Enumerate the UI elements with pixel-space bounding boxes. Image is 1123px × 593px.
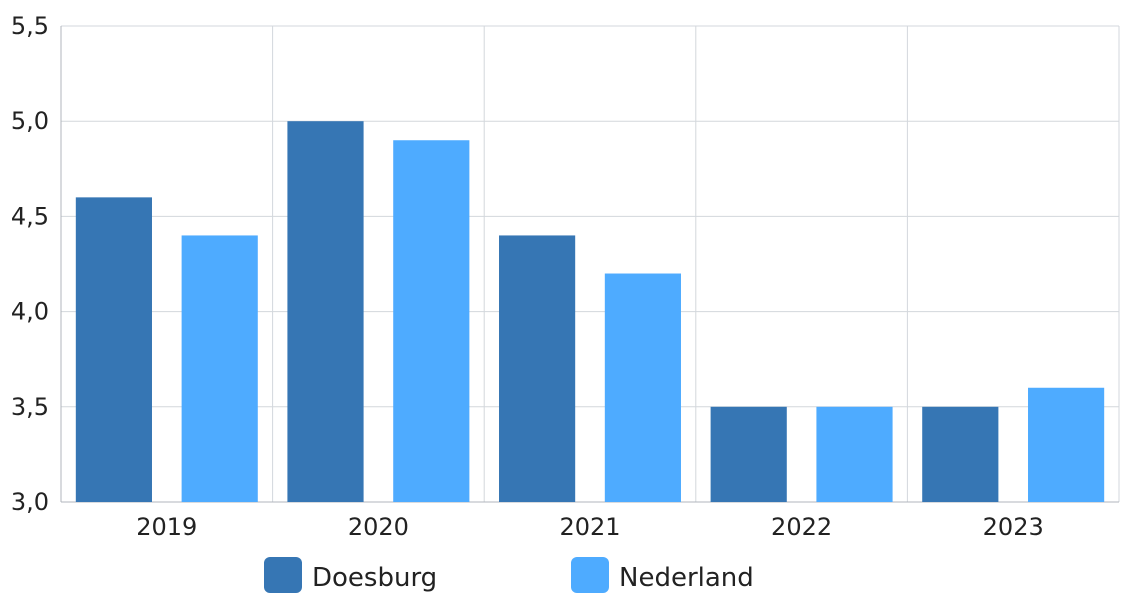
legend-swatch-doesburg — [264, 557, 302, 593]
x-tick-label: 2022 — [771, 513, 832, 541]
x-tick-label: 2020 — [348, 513, 409, 541]
bar-doesburg-2023 — [922, 406, 999, 502]
x-tick-label: 2019 — [136, 513, 197, 541]
bar-doesburg-2022 — [710, 406, 787, 502]
bar-nederland-2022 — [816, 406, 893, 502]
y-tick-label: 5,0 — [11, 107, 49, 135]
legend-label-doesburg: Doesburg — [312, 563, 437, 593]
bar-doesburg-2020 — [287, 121, 364, 502]
bars — [75, 121, 1105, 503]
bar-nederland-2021 — [604, 273, 681, 502]
bar-nederland-2023 — [1028, 387, 1105, 502]
legend-label-nederland: Nederland — [619, 563, 754, 593]
legend-swatch-nederland — [571, 557, 609, 593]
legend: Doesburg Nederland — [264, 557, 754, 593]
y-tick-label: 3,5 — [11, 393, 49, 421]
y-tick-label: 4,5 — [11, 202, 49, 230]
x-tick-label: 2021 — [559, 513, 620, 541]
bar-doesburg-2021 — [499, 235, 576, 502]
x-axis-ticks: 2019 2020 2021 2022 2023 — [136, 513, 1043, 541]
y-axis-ticks: 3,0 3,5 4,0 4,5 5,0 5,5 — [11, 12, 49, 516]
y-tick-label: 5,5 — [11, 12, 49, 40]
x-tick-label: 2023 — [983, 513, 1044, 541]
y-tick-label: 3,0 — [11, 488, 49, 516]
bar-nederland-2019 — [181, 235, 258, 502]
bar-doesburg-2019 — [75, 197, 152, 503]
bar-nederland-2020 — [393, 140, 470, 503]
y-tick-label: 4,0 — [11, 298, 49, 326]
